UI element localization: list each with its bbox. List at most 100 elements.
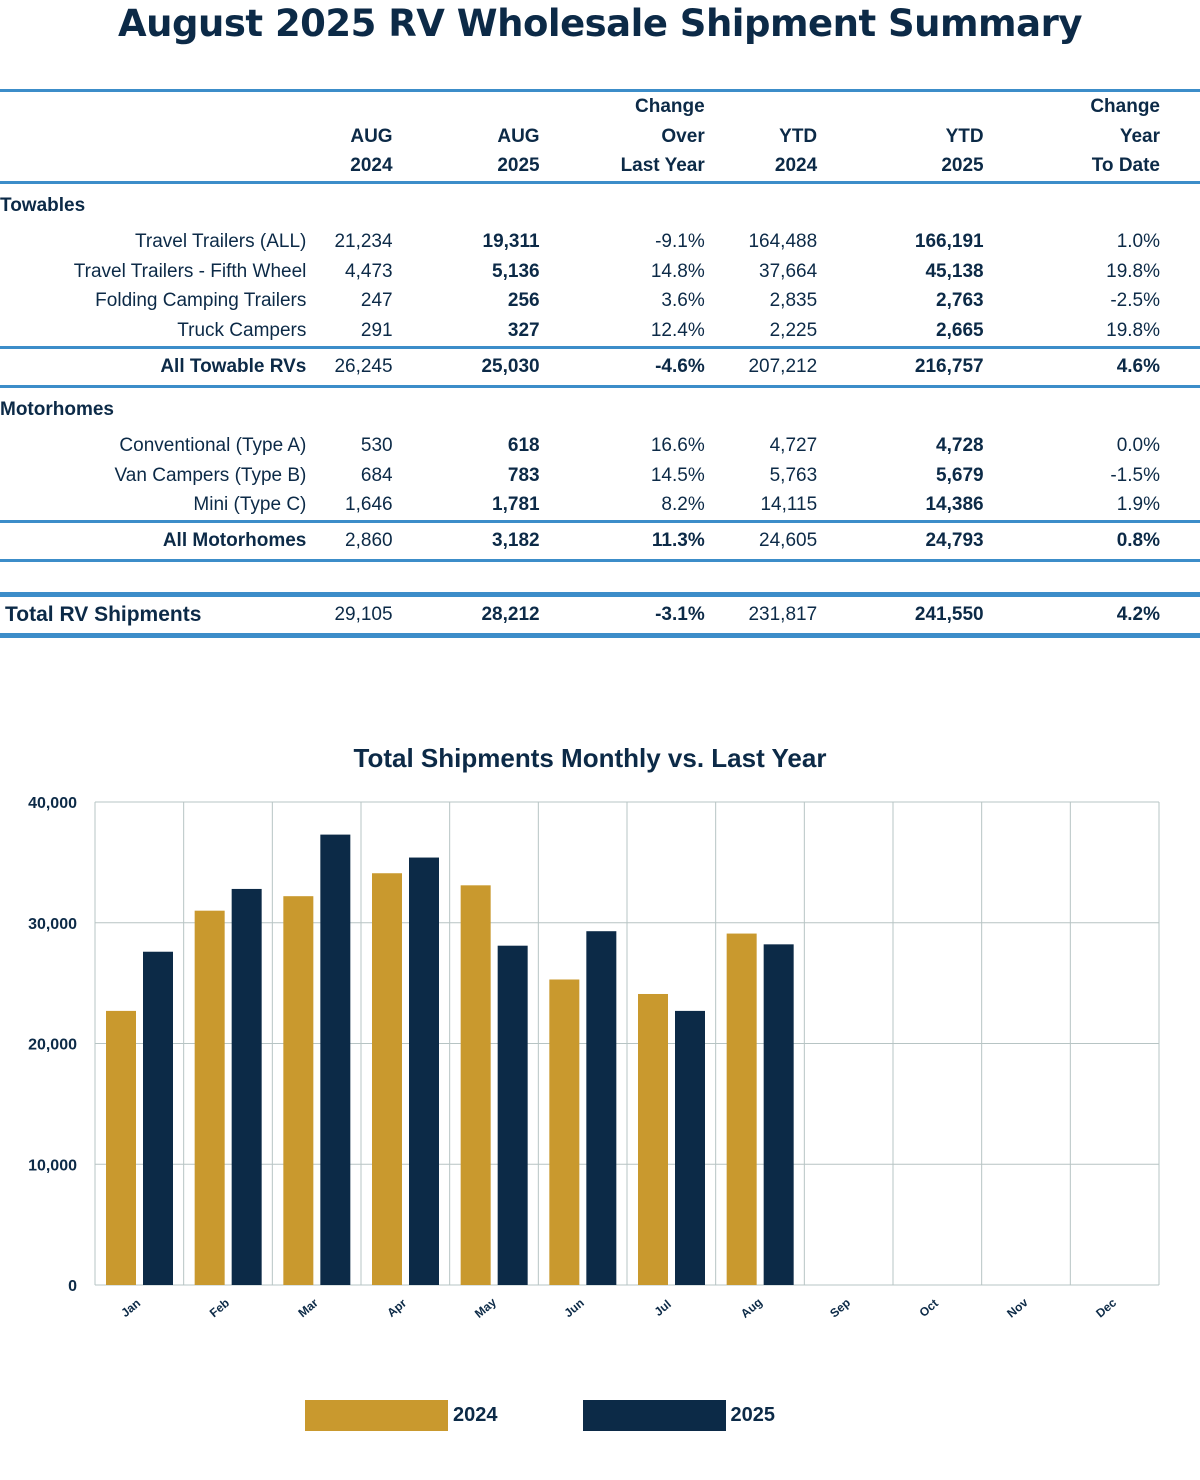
bar-2025-mar <box>320 834 351 1285</box>
x-tick-label: Dec <box>1093 1295 1119 1320</box>
row-label: Van Campers (Type B) <box>114 464 307 486</box>
table-cell: -1.5% <box>1110 464 1160 486</box>
chart-grid <box>94 801 1160 1286</box>
row-label: Conventional (Type A) <box>119 435 307 457</box>
table-row: Conventional (Type A) 530 618 16.6% 4,727 4,7… <box>0 432 1200 462</box>
table-cell: 1,646 <box>345 494 393 516</box>
bar-2025-feb <box>231 888 262 1285</box>
table-cell: 21,234 <box>334 231 393 253</box>
table-cell: 207,212 <box>748 355 818 377</box>
col-header: AUG 2025 <box>497 125 540 177</box>
x-tick-label: Sep <box>827 1295 853 1320</box>
y-tick-label: 30,000 <box>28 916 77 933</box>
legend-label: 2024 <box>453 1404 498 1426</box>
table-cell: 37,664 <box>759 260 818 282</box>
x-tick-label: Apr <box>384 1296 409 1320</box>
table-cell: 16.6% <box>650 435 705 457</box>
table-cell: 26,245 <box>334 355 393 377</box>
row-label: Total RV Shipments <box>5 603 202 626</box>
table-cell: 164,488 <box>748 231 818 253</box>
section-title: Motorhomes <box>0 398 114 420</box>
bar-2025-jul <box>675 1010 705 1285</box>
subtotal-row: All Motorhomes 2,860 3,182 11.3% 24,605 24,79… <box>0 521 1200 561</box>
table-cell: 4,727 <box>769 435 818 457</box>
legend-label: 2025 <box>730 1404 776 1426</box>
table-cell: -3.1% <box>655 604 705 625</box>
table-row: Mini (Type C) 1,646 1,781 8.2% 14,115 14,386 1… <box>0 491 1200 522</box>
table-cell: 5,679 <box>936 464 984 486</box>
table-cell: 3,182 <box>492 530 540 551</box>
chart-bars <box>106 834 794 1285</box>
table-cell: 4.6% <box>1116 355 1160 377</box>
col-header: AUG 2024 <box>350 125 393 177</box>
table-cell: 1.9% <box>1116 494 1160 516</box>
table-cell: 11.3% <box>651 530 705 551</box>
page-title: August 2025 RV Wholesale Shipment Summar… <box>118 2 1082 45</box>
y-tick-label: 10,000 <box>28 1157 77 1174</box>
table-cell: 684 <box>360 464 393 486</box>
legend-item: 2025 <box>582 1400 776 1431</box>
x-axis-ticks: Jan Feb Mar Apr May Jun Jul Aug Sep Oct Nov Dec <box>118 1295 1119 1321</box>
table-cell: 0.0% <box>1116 435 1160 457</box>
section-header-row: Towables <box>0 182 1200 228</box>
row-label: Travel Trailers - Fifth Wheel <box>73 260 307 282</box>
table-cell: 29,105 <box>334 604 393 625</box>
bar-2024-feb <box>194 910 225 1285</box>
y-tick-label: 20,000 <box>28 1037 77 1054</box>
table-cell: 1.0% <box>1116 231 1160 253</box>
table-cell: -9.1% <box>655 231 705 253</box>
table-cell: 4,473 <box>345 260 393 282</box>
row-label: All Towable RVs <box>160 355 307 377</box>
table-cell: 216,757 <box>914 355 984 377</box>
row-label: Mini (Type C) <box>193 494 307 516</box>
shipment-summary-table: AUG 2024 AUG 2025 Change Over Last Year YTD 2… <box>0 89 1200 638</box>
table-cell: 256 <box>507 290 540 312</box>
x-tick-label: Mar <box>295 1296 321 1321</box>
table-cell: 4.2% <box>1116 604 1160 625</box>
table-row: Travel Trailers (ALL) 21,234 19,311 -9.1% 16… <box>0 228 1200 258</box>
table-cell: 2,860 <box>345 530 393 551</box>
col-header: Change Over Last Year <box>620 96 705 176</box>
table-cell: 1,781 <box>492 494 540 516</box>
table-row: Folding Camping Trailers 247 256 3.6% 2,835 2… <box>0 287 1200 317</box>
monthly-shipments-bar-chart: 0 10,000 20,000 30,000 40,000 Jan Feb Mar Apr Ma… <box>28 795 1160 1321</box>
table-cell: 327 <box>507 319 540 341</box>
row-label: All Motorhomes <box>162 530 307 551</box>
x-tick-label: Oct <box>917 1296 941 1320</box>
chart-title: Total Shipments Monthly vs. Last Year <box>353 743 827 773</box>
subtotal-row: All Towable RVs 26,245 25,030 -4.6% 207,212 2… <box>0 347 1200 386</box>
bar-2025-apr <box>409 857 439 1285</box>
table-cell: 2,665 <box>936 319 984 341</box>
x-tick-label: Aug <box>738 1295 765 1321</box>
table-cell: 2,835 <box>769 290 818 312</box>
table-cell: 28,212 <box>481 604 540 625</box>
table-cell: 166,191 <box>914 231 984 253</box>
table-cell: -2.5% <box>1110 290 1160 312</box>
table-cell: 0.8% <box>1116 530 1160 551</box>
table-cell: 19,311 <box>482 231 540 253</box>
table-row: Truck Campers 291 327 12.4% 2,225 2,665 19.8% <box>0 316 1200 347</box>
table-cell: 25,030 <box>481 355 540 377</box>
table-cell: 530 <box>360 435 393 457</box>
table-row: Travel Trailers - Fifth Wheel 4,473 5,136 1… <box>0 257 1200 287</box>
x-tick-label: Feb <box>207 1296 232 1320</box>
table-cell: 5,136 <box>492 260 540 282</box>
y-axis-ticks: 0 10,000 20,000 30,000 40,000 <box>28 795 77 1295</box>
row-label: Folding Camping Trailers <box>95 290 307 312</box>
x-tick-label: Jul <box>652 1297 674 1319</box>
legend-swatch-2025 <box>582 1400 726 1431</box>
table-cell: 241,550 <box>914 604 984 625</box>
table-cell: 45,138 <box>925 260 984 282</box>
table-cell: -4.6% <box>655 355 705 377</box>
table-cell: 783 <box>507 464 540 486</box>
section-header-row: Motorhomes <box>0 386 1200 432</box>
chart-legend: 2024 2025 <box>305 1400 860 1431</box>
x-tick-label: May <box>472 1295 499 1321</box>
bar-2025-jan <box>143 951 173 1285</box>
table-cell: 2,225 <box>769 319 818 341</box>
spacer-row <box>0 561 1200 595</box>
table-cell: 14,115 <box>760 494 818 516</box>
total-row: Total RV Shipments 29,105 28,212 -3.1% 231,8… <box>0 594 1200 636</box>
col-header: YTD 2025 <box>941 125 984 177</box>
table-cell: 14.5% <box>650 464 705 486</box>
